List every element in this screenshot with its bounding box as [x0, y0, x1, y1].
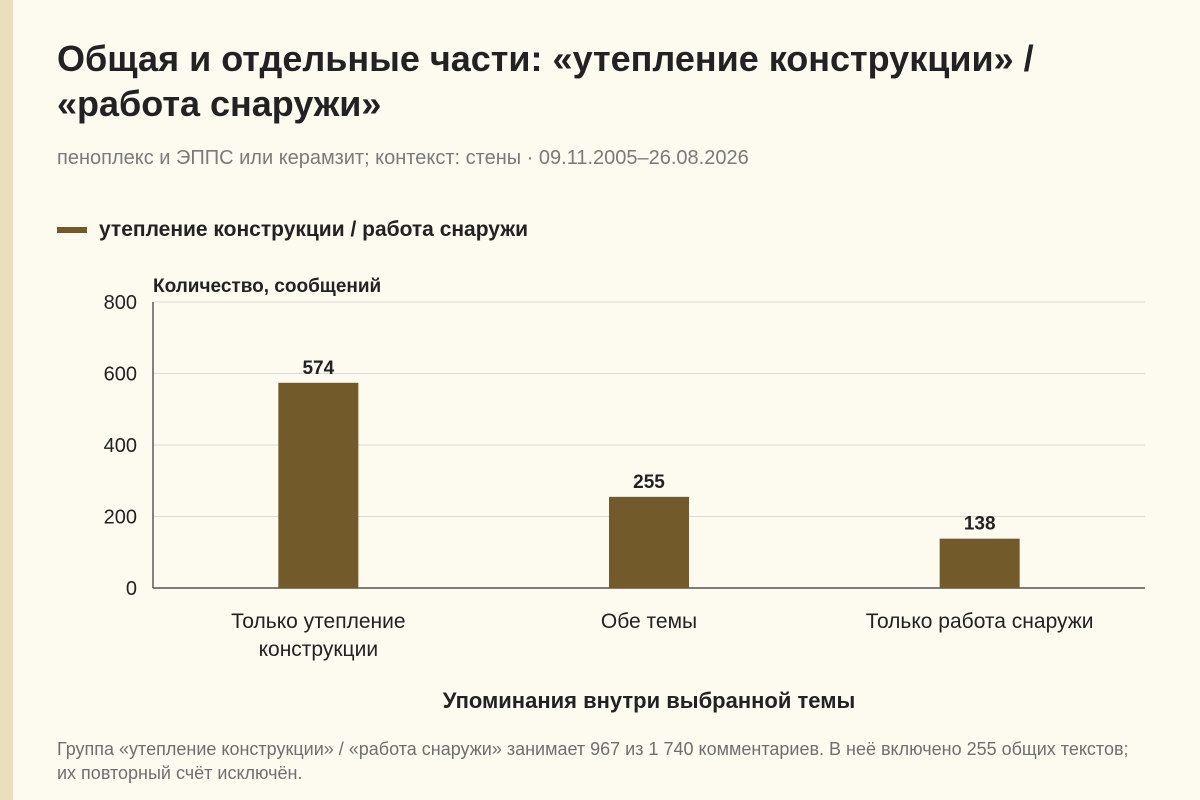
footnote: Группа «утепление конструкции» / «работа… [57, 739, 1129, 783]
bar [609, 496, 689, 588]
x-axis-title: Упоминания внутри выбранной темы [443, 688, 856, 713]
y-tick-label: 400 [104, 435, 137, 457]
legend: утепление конструкции / работа снаружи [57, 218, 528, 242]
x-tick-label: Только утепление конструкции [231, 610, 405, 661]
y-tick-label: 800 [104, 292, 137, 314]
x-tick-label: Обе темы [601, 610, 697, 633]
chart-subtitle: пеноплекс и ЭППС или керамзит; контекст:… [57, 147, 749, 169]
y-tick-label: 200 [104, 507, 137, 529]
bar-value-label: 138 [964, 514, 996, 535]
bar [278, 382, 359, 588]
chart-title: Общая и отдельные части: «утепление конс… [57, 38, 1034, 124]
x-tick-label: Только работа снаружи [866, 610, 1094, 633]
bar-value-label: 255 [633, 472, 665, 493]
left-accent-stripe [0, 0, 13, 800]
legend-label: утепление конструкции / работа снаружи [99, 218, 529, 241]
legend-swatch [57, 227, 87, 233]
bar-value-label: 574 [302, 358, 334, 379]
y-tick-label: 0 [126, 578, 137, 600]
y-axis-title: Количество, сообщений [153, 276, 381, 297]
bar [939, 538, 1020, 588]
y-tick-label: 600 [104, 364, 137, 386]
